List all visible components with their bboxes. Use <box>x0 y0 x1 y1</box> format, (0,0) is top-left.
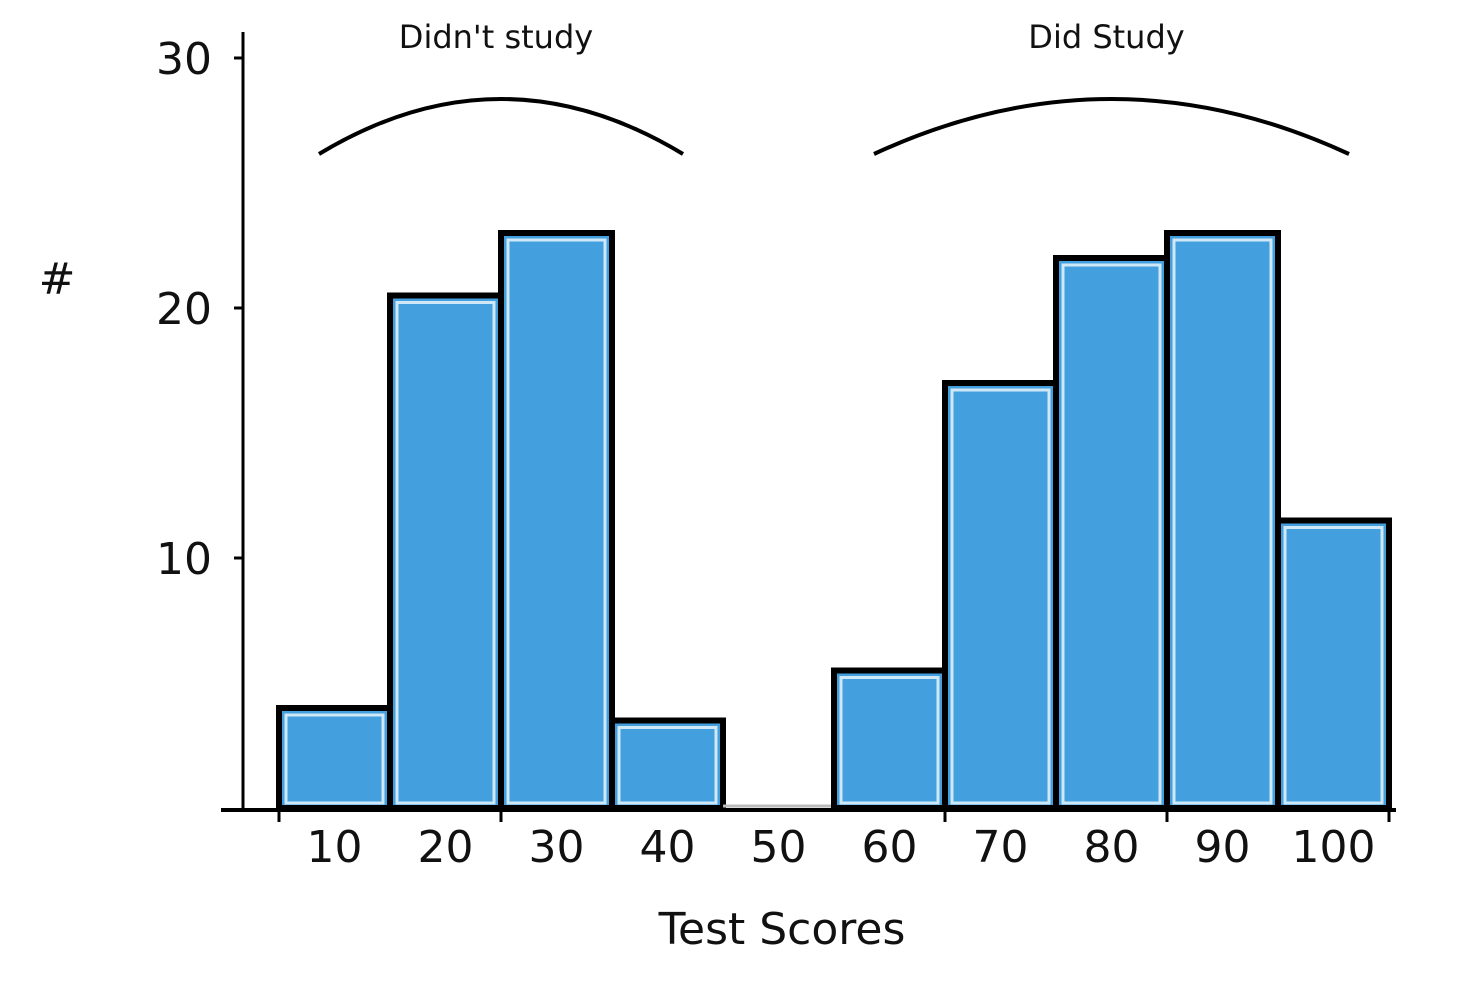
axes-group <box>221 32 1396 812</box>
bar-30 <box>498 230 615 811</box>
bar-highlight-10 <box>284 713 385 805</box>
bars-group <box>276 230 1392 811</box>
x-tick-label-100: 100 <box>1292 822 1376 873</box>
group-arc-0 <box>317 97 685 156</box>
bar-highlight-90 <box>1172 238 1273 805</box>
x-tick-label-50: 50 <box>751 822 807 873</box>
x-tick-label-40: 40 <box>640 822 696 873</box>
bar-10 <box>276 705 393 811</box>
bar-90 <box>1164 230 1281 811</box>
y-tick-label-20: 20 <box>156 284 212 335</box>
x-tick-label-60: 60 <box>862 822 918 873</box>
group-label-0: Didn't study <box>399 18 593 56</box>
bar-highlight-40 <box>617 726 718 805</box>
bar-70 <box>942 380 1059 811</box>
bar-highlight-60 <box>839 676 940 805</box>
bar-highlight-100 <box>1283 526 1384 805</box>
y-tick-label-10: 10 <box>156 534 212 585</box>
y-axis-label: # <box>39 254 76 305</box>
x-tick-label-90: 90 <box>1195 822 1251 873</box>
group-arc-1 <box>873 97 1350 156</box>
bar-highlight-30 <box>506 238 607 805</box>
x-tick-label-80: 80 <box>1084 822 1140 873</box>
bar-highlight-80 <box>1061 263 1162 805</box>
bar-highlight-20 <box>395 301 496 805</box>
bar-20 <box>387 292 504 811</box>
y-tick-label-30: 30 <box>156 34 212 85</box>
x-tick-label-30: 30 <box>529 822 585 873</box>
x-tick-label-10: 10 <box>307 822 363 873</box>
ticks-group: 10 20 30 10 20 30 40 50 60 70 80 90 100 <box>156 34 1391 873</box>
bar-100 <box>1275 517 1392 811</box>
x-axis-label: Test Scores <box>658 904 906 955</box>
group-label-1: Did Study <box>1028 18 1184 56</box>
bar-80 <box>1053 255 1170 811</box>
x-tick-label-70: 70 <box>973 822 1029 873</box>
bar-40 <box>609 717 726 811</box>
annotations-group: Didn't study Did Study <box>317 18 1350 156</box>
x-tick-label-20: 20 <box>418 822 474 873</box>
bar-highlight-70 <box>950 388 1051 805</box>
bar-60 <box>831 667 948 811</box>
